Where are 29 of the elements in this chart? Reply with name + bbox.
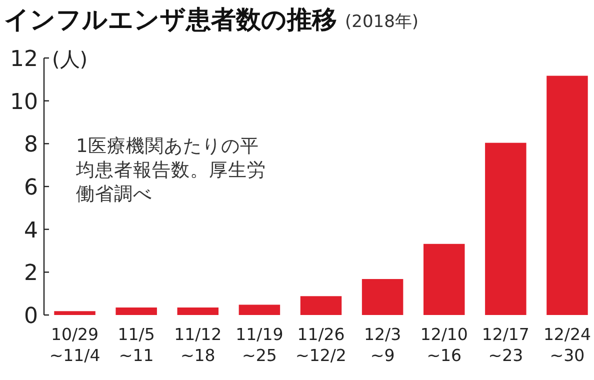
x-tick-label: 11/19 ~25 [236, 325, 284, 365]
y-tick-label: 6 [24, 176, 38, 200]
x-tick-label: 12/17 ~23 [482, 325, 530, 365]
chart-subtitle: (2018年) [345, 12, 419, 32]
bar [300, 296, 342, 315]
bar [546, 76, 588, 315]
bar [238, 304, 280, 315]
x-tick-label: 11/12 ~18 [174, 325, 222, 365]
y-tick-label: 10 [10, 90, 38, 115]
x-tick-label: 11/26 ~12/2 [296, 325, 346, 365]
y-tick-label: 12 [10, 47, 38, 72]
annotation: 1医療機関あたりの平均患者報告数。厚生労働省調べ [75, 135, 266, 205]
bar [116, 308, 157, 315]
bar [177, 308, 219, 315]
x-tick-label: 11/5 ~11 [118, 325, 155, 365]
x-tick-label: 12/24 ~30 [543, 325, 592, 365]
y-tick-label: 4 [24, 218, 38, 244]
bar [485, 142, 526, 315]
x-tick-label: 12/10 ~16 [420, 325, 468, 365]
y-tick-label: 0 [24, 304, 38, 329]
y-tick-label: 2 [24, 261, 38, 286]
bar [54, 311, 96, 315]
x-tick-label: 10/29 ~11/4 [49, 325, 100, 365]
bar [362, 279, 404, 315]
chart-title: インフルエンザ患者数の推移 [4, 5, 337, 34]
y-axis-title: (人) [52, 47, 88, 71]
y-tick-label: 8 [24, 132, 38, 158]
bar [423, 244, 465, 315]
x-tick-label: 12/3 ~9 [364, 325, 402, 365]
